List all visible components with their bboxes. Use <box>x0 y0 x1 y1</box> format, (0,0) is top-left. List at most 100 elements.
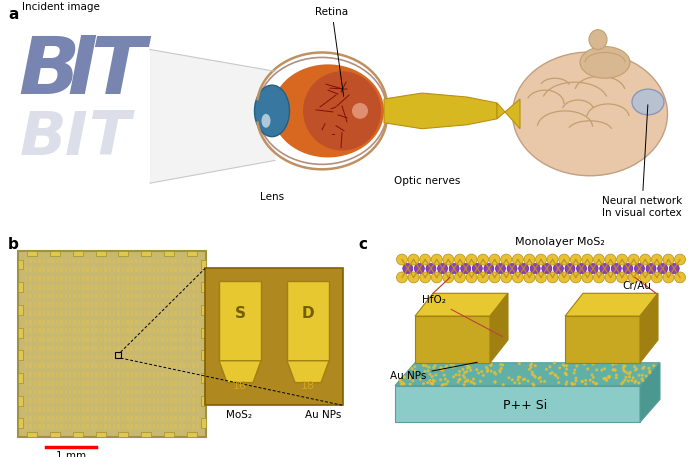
Bar <box>25 329 27 333</box>
Bar <box>139 399 141 403</box>
Circle shape <box>531 383 534 385</box>
Circle shape <box>615 376 618 379</box>
Bar <box>64 355 67 360</box>
Bar <box>56 355 59 360</box>
Bar <box>179 381 182 386</box>
Bar <box>91 329 94 333</box>
Circle shape <box>631 379 634 382</box>
Bar <box>42 346 45 351</box>
Bar <box>192 399 195 403</box>
Bar <box>95 381 98 386</box>
Bar <box>188 259 190 263</box>
Bar <box>25 267 27 272</box>
Bar <box>51 276 54 281</box>
Bar <box>153 372 155 377</box>
Bar <box>144 267 146 272</box>
Bar <box>56 337 59 342</box>
Bar <box>130 267 133 272</box>
Bar <box>113 355 116 360</box>
Bar <box>153 381 155 386</box>
Circle shape <box>458 378 461 381</box>
Circle shape <box>561 363 565 366</box>
Bar <box>174 346 177 351</box>
Circle shape <box>447 380 449 383</box>
Bar <box>38 293 41 298</box>
Bar <box>91 372 94 377</box>
Bar <box>113 259 116 263</box>
Bar <box>83 259 85 263</box>
Circle shape <box>575 379 577 382</box>
Bar <box>188 389 190 394</box>
Circle shape <box>566 381 568 383</box>
Bar <box>183 355 186 360</box>
Bar <box>165 259 168 263</box>
Bar <box>170 399 173 403</box>
Bar <box>170 381 173 386</box>
Bar <box>135 320 138 324</box>
Bar <box>162 355 164 360</box>
Bar <box>165 293 168 298</box>
Polygon shape <box>565 293 658 316</box>
Circle shape <box>559 254 570 265</box>
Bar <box>130 372 133 377</box>
Bar <box>56 399 59 403</box>
Bar <box>179 363 182 368</box>
Bar <box>148 416 150 420</box>
Bar <box>38 337 41 342</box>
Bar <box>139 276 141 281</box>
Circle shape <box>605 272 616 283</box>
Circle shape <box>563 365 566 367</box>
Bar <box>25 293 27 298</box>
Polygon shape <box>150 49 275 183</box>
Bar <box>113 425 116 429</box>
Ellipse shape <box>272 64 384 157</box>
Bar <box>91 337 94 342</box>
Bar <box>157 337 160 342</box>
Circle shape <box>634 380 637 383</box>
Bar <box>139 355 141 360</box>
Circle shape <box>423 363 426 367</box>
Bar <box>69 346 71 351</box>
Bar <box>148 337 150 342</box>
Circle shape <box>463 380 467 383</box>
Bar <box>25 259 27 263</box>
Bar <box>86 355 89 360</box>
Bar <box>38 389 41 394</box>
Bar <box>174 399 177 403</box>
Bar <box>118 389 120 394</box>
Circle shape <box>625 371 629 374</box>
Bar <box>64 320 67 324</box>
Circle shape <box>518 382 521 385</box>
Bar <box>148 399 150 403</box>
Bar <box>95 337 98 342</box>
Bar <box>38 372 41 377</box>
Bar <box>104 381 106 386</box>
Bar <box>135 346 138 351</box>
Bar <box>153 320 155 324</box>
Bar <box>153 337 155 342</box>
Bar <box>42 337 45 342</box>
Bar <box>69 337 71 342</box>
Circle shape <box>534 364 537 367</box>
Bar <box>113 416 116 420</box>
Bar <box>51 407 54 412</box>
Bar <box>34 320 36 324</box>
Bar <box>118 337 120 342</box>
Circle shape <box>608 375 611 378</box>
Bar <box>118 259 120 263</box>
Bar <box>165 320 168 324</box>
Bar <box>47 416 50 420</box>
Bar <box>183 311 186 316</box>
Bar <box>91 276 94 281</box>
Bar <box>108 311 111 316</box>
Bar <box>122 372 124 377</box>
Bar <box>38 276 41 281</box>
Bar <box>153 399 155 403</box>
Circle shape <box>466 379 469 382</box>
Circle shape <box>554 374 557 377</box>
Bar <box>165 407 168 412</box>
Circle shape <box>651 254 662 265</box>
Bar <box>69 381 71 386</box>
Circle shape <box>628 372 631 375</box>
Circle shape <box>479 380 482 383</box>
